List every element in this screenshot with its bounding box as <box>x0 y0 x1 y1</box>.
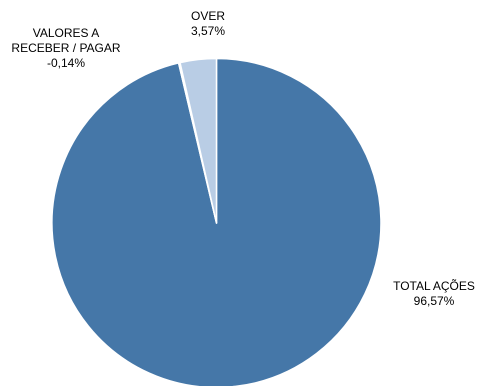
pie-slice-total-a-es <box>51 57 382 386</box>
slice-label: OVER 3,57% <box>191 9 225 38</box>
slice-label-line: OVER <box>191 9 225 23</box>
pie-slice-over <box>179 57 218 224</box>
slice-label-line: VALORES A <box>33 26 99 40</box>
pie-labels: TOTAL AÇÕES 96,57% VALORES A RECEBER / PAGA… <box>11 9 474 308</box>
slice-label-line: TOTAL AÇÕES <box>393 278 475 293</box>
slice-label: VALORES A RECEBER / PAGAR -0,14% <box>11 26 120 70</box>
slice-label-line: RECEBER / PAGAR <box>11 41 120 55</box>
pie-slices <box>51 57 382 386</box>
slice-label-line: 96,57% <box>414 294 455 308</box>
slice-label: TOTAL AÇÕES 96,57% <box>393 278 475 308</box>
slice-label-line: 3,57% <box>191 24 225 38</box>
slice-label-line: -0,14% <box>47 56 85 70</box>
